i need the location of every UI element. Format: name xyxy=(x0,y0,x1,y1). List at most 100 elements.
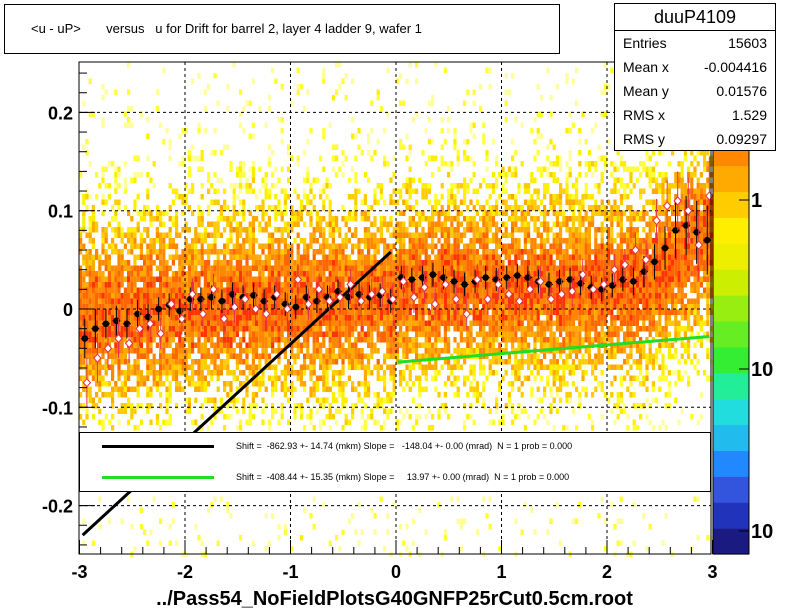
heat-cell xyxy=(280,282,284,288)
heat-cell xyxy=(360,249,364,255)
heat-cell xyxy=(383,419,387,425)
heat-cell xyxy=(299,535,303,541)
heat-cell xyxy=(168,205,172,211)
heat-cell xyxy=(456,265,460,271)
heat-cell xyxy=(363,210,367,216)
heat-cell xyxy=(98,348,102,354)
heat-cell xyxy=(485,309,489,315)
heat-cell xyxy=(175,271,179,277)
heat-cell xyxy=(501,249,505,255)
heat-cell xyxy=(290,249,294,255)
heat-cell xyxy=(536,150,540,156)
heat-cell xyxy=(507,359,511,365)
heat-cell xyxy=(146,370,150,376)
heat-cell xyxy=(165,309,169,315)
heat-cell xyxy=(546,337,550,343)
heat-cell xyxy=(437,249,441,255)
heat-cell xyxy=(479,227,483,233)
heat-cell xyxy=(175,386,179,392)
heat-cell xyxy=(271,392,275,398)
heat-cell xyxy=(421,243,425,249)
heat-cell xyxy=(411,540,415,546)
heat-cell xyxy=(411,260,415,266)
heat-cell xyxy=(274,227,278,233)
heat-cell xyxy=(267,106,271,112)
heat-cell xyxy=(482,122,486,128)
heat-cell xyxy=(405,78,409,84)
heat-cell xyxy=(453,304,457,310)
heat-cell xyxy=(555,84,559,90)
heat-cell xyxy=(338,232,342,238)
heat-cell xyxy=(354,260,358,266)
heat-cell xyxy=(533,353,537,359)
heat-cell xyxy=(194,331,198,337)
heat-cell xyxy=(389,342,393,348)
heat-cell xyxy=(226,287,230,293)
heat-cell xyxy=(152,298,156,304)
heat-cell xyxy=(283,254,287,260)
heat-cell xyxy=(165,315,169,321)
heat-cell xyxy=(178,232,182,238)
heat-cell xyxy=(482,205,486,211)
heat-cell xyxy=(267,232,271,238)
heat-cell xyxy=(210,502,214,508)
heat-cell xyxy=(514,518,518,524)
heat-cell xyxy=(472,216,476,222)
heat-cell xyxy=(152,243,156,249)
heat-cell xyxy=(130,320,134,326)
heat-cell xyxy=(447,216,451,222)
heat-cell xyxy=(139,331,143,337)
heat-cell xyxy=(299,309,303,315)
heat-cell xyxy=(200,386,204,392)
heat-cell xyxy=(98,254,102,260)
heat-cell xyxy=(274,78,278,84)
heat-cell xyxy=(555,161,559,167)
heat-cell xyxy=(258,287,262,293)
heat-cell xyxy=(85,309,89,315)
heat-cell xyxy=(357,260,361,266)
heat-cell xyxy=(226,271,230,277)
heat-cell xyxy=(507,353,511,359)
heat-cell xyxy=(504,271,508,277)
heat-cell xyxy=(88,315,92,321)
heat-cell xyxy=(424,337,428,343)
heat-cell xyxy=(325,221,329,227)
heat-cell xyxy=(351,342,355,348)
heat-cell xyxy=(251,342,255,348)
heat-cell xyxy=(341,287,345,293)
heat-cell xyxy=(443,408,447,414)
heat-cell xyxy=(453,337,457,343)
heat-cell xyxy=(274,375,278,381)
heat-cell xyxy=(187,243,191,249)
heat-cell xyxy=(194,359,198,365)
heat-cell xyxy=(501,315,505,321)
heat-cell xyxy=(472,161,476,167)
heat-cell xyxy=(405,183,409,189)
heat-cell xyxy=(171,337,175,343)
heat-cell xyxy=(360,331,364,337)
heat-cell xyxy=(229,161,233,167)
heat-cell xyxy=(530,386,534,392)
heat-cell xyxy=(450,282,454,288)
heat-cell xyxy=(520,205,524,211)
heat-cell xyxy=(114,304,118,310)
heat-cell xyxy=(357,337,361,343)
heat-cell xyxy=(511,227,515,233)
heat-cell xyxy=(184,320,188,326)
heat-cell xyxy=(485,150,489,156)
heat-cell xyxy=(466,155,470,161)
heat-cell xyxy=(386,260,390,266)
heat-cell xyxy=(309,260,313,266)
heat-cell xyxy=(98,342,102,348)
heat-cell xyxy=(440,364,444,370)
heat-cell xyxy=(319,364,323,370)
heat-cell xyxy=(485,254,489,260)
heat-cell xyxy=(440,232,444,238)
heat-cell xyxy=(139,375,143,381)
heat-cell xyxy=(91,282,95,288)
heat-cell xyxy=(303,386,307,392)
heat-cell xyxy=(405,309,409,315)
heat-cell xyxy=(549,326,553,332)
heat-cell xyxy=(319,403,323,409)
heat-cell xyxy=(277,249,281,255)
